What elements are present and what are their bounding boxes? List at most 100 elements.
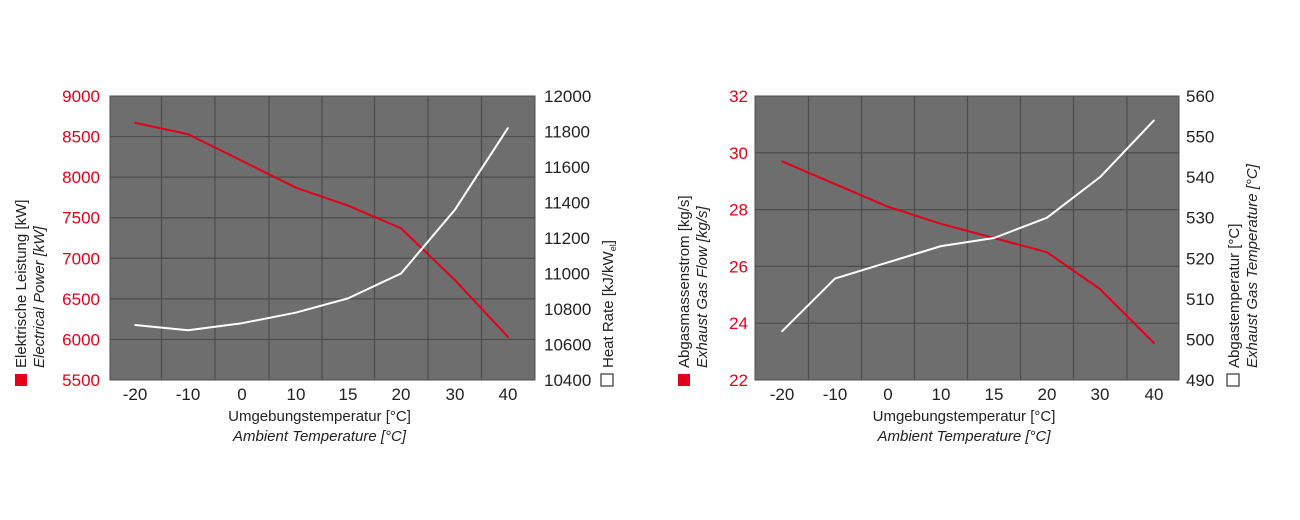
left-axis-tick-label: 26 bbox=[729, 257, 748, 276]
right-axis-label-end: ] bbox=[600, 240, 617, 244]
right-axis-label: Abgastemperatur [°C] bbox=[1226, 224, 1243, 368]
x-axis-tick-label: 30 bbox=[446, 385, 465, 404]
data-point bbox=[187, 133, 189, 135]
data-point bbox=[1046, 216, 1048, 219]
right-axis-tick-label: 490 bbox=[1186, 371, 1214, 390]
left-axis-legend: Elektrische Leistung [kW] Electrical Powe… bbox=[13, 200, 48, 386]
left-axis-tick-label: 32 bbox=[729, 87, 748, 106]
x-axis-tick-label: 0 bbox=[237, 385, 246, 404]
x-axis-tick-label: 20 bbox=[392, 385, 411, 404]
data-point bbox=[781, 160, 783, 163]
x-axis-tick-label: 0 bbox=[883, 385, 892, 404]
data-point bbox=[347, 204, 349, 207]
left-axis-tick-label: 9000 bbox=[62, 87, 100, 106]
data-point bbox=[1153, 119, 1155, 122]
right-axis-legend: Heat Rate [kJ/kWel] bbox=[600, 240, 618, 387]
right-axis-label-subscript: el bbox=[608, 244, 618, 251]
data-point bbox=[400, 227, 402, 230]
x-axis-title-english: Ambient Temperature [°C] bbox=[876, 428, 1051, 445]
right-axis-tick-label: 530 bbox=[1186, 209, 1214, 228]
x-axis-tick-label: 40 bbox=[1145, 385, 1164, 404]
plot-border bbox=[754, 95, 1180, 381]
left-axis-label: Abgasmassenstrom [kg/s] bbox=[676, 195, 693, 368]
left-axis-tick-label: 8500 bbox=[62, 128, 100, 147]
left-axis-tick-label: 22 bbox=[729, 371, 748, 390]
data-point bbox=[241, 322, 243, 325]
data-point bbox=[134, 324, 136, 326]
data-point bbox=[400, 272, 402, 275]
series-line-red bbox=[134, 121, 509, 338]
data-point bbox=[295, 311, 297, 314]
series-line-white bbox=[781, 119, 1155, 333]
right-axis-tick-label: 12000 bbox=[544, 87, 591, 106]
right-axis-tick-label: 510 bbox=[1186, 290, 1214, 309]
x-axis-tick-label: 15 bbox=[985, 385, 1004, 404]
data-point bbox=[1099, 176, 1101, 178]
right-axis-label: Heat Rate [kJ/kWel] bbox=[600, 240, 618, 368]
left-axis-tick-label: 7000 bbox=[62, 249, 100, 268]
right-axis-tick-label: 11600 bbox=[544, 158, 590, 177]
white-legend-marker bbox=[600, 373, 614, 387]
data-point bbox=[454, 279, 456, 281]
x-axis-tick-label: 40 bbox=[499, 385, 518, 404]
right-axis-tick-label: 10800 bbox=[544, 300, 591, 319]
left-axis-tick-label: 6500 bbox=[62, 290, 100, 309]
data-point bbox=[454, 208, 456, 211]
left-axis-tick-label: 24 bbox=[729, 314, 748, 333]
left-axis-tick-label: 30 bbox=[729, 144, 748, 163]
red-legend-marker bbox=[15, 374, 27, 386]
data-point bbox=[1099, 288, 1101, 290]
left-axis-tick-label: 5500 bbox=[62, 371, 100, 390]
chart-2: 22 24 26 28 30 32 490 500 510 520 530 540 550 560 -20 -… bbox=[676, 87, 1261, 445]
x-axis-tick-label: -10 bbox=[823, 385, 848, 404]
right-axis-tick-label: 550 bbox=[1186, 128, 1214, 147]
x-axis-tick-label: 10 bbox=[287, 385, 306, 404]
data-point bbox=[887, 205, 889, 208]
plot-border bbox=[109, 95, 536, 381]
left-axis-label-english: Electrical Power [kW] bbox=[31, 225, 48, 368]
data-point bbox=[1153, 342, 1155, 344]
x-axis-tick-label: 15 bbox=[339, 385, 358, 404]
data-point bbox=[781, 330, 783, 333]
white-legend-marker bbox=[1226, 373, 1240, 387]
right-axis-tick-label: 11200 bbox=[544, 229, 590, 248]
x-axis-tick-label: 10 bbox=[932, 385, 951, 404]
left-axis-label-english: Exhaust Gas Flow [kg/s] bbox=[694, 205, 711, 368]
x-axis-title: Umgebungstemperatur [°C] bbox=[873, 408, 1056, 425]
left-axis-tick-label: 8000 bbox=[62, 168, 100, 187]
left-axis-tick-label: 28 bbox=[729, 201, 748, 220]
left-axis-label: Elektrische Leistung [kW] bbox=[13, 200, 30, 368]
left-axis-tick-label: 7500 bbox=[62, 209, 100, 228]
x-axis-title: Umgebungstemperatur [°C] bbox=[228, 408, 411, 425]
x-axis-tick-label: -10 bbox=[176, 385, 201, 404]
x-axis-tick-label: -20 bbox=[770, 385, 795, 404]
series-line-white bbox=[134, 127, 509, 332]
red-legend-marker bbox=[678, 374, 690, 386]
right-axis-tick-label: 560 bbox=[1186, 87, 1214, 106]
data-point bbox=[834, 183, 836, 185]
data-point bbox=[834, 277, 836, 280]
x-axis-tick-label: 20 bbox=[1038, 385, 1057, 404]
data-point bbox=[940, 245, 942, 247]
right-axis-tick-label: 520 bbox=[1186, 249, 1214, 268]
right-axis-legend: Abgastemperatur [°C] Exhaust Gas Temperat… bbox=[1226, 163, 1261, 387]
right-axis-label-main: Heat Rate [kJ/kW bbox=[600, 250, 617, 368]
right-axis-tick-label: 500 bbox=[1186, 330, 1214, 349]
right-axis-tick-label: 540 bbox=[1186, 168, 1214, 187]
left-axis-legend: Abgasmassenstrom [kg/s] Exhaust Gas Flow … bbox=[676, 195, 711, 386]
chart-1: 5500600065007000750080008500900010400106… bbox=[13, 87, 618, 445]
data-point bbox=[507, 336, 509, 338]
x-axis-tick-label: -20 bbox=[123, 385, 148, 404]
right-axis-label-english: Exhaust Gas Temperature [°C] bbox=[1244, 163, 1261, 368]
series-line-red bbox=[781, 160, 1155, 344]
right-axis-tick-label: 10400 bbox=[544, 371, 591, 390]
x-axis-tick-label: 30 bbox=[1091, 385, 1110, 404]
data-point bbox=[507, 127, 509, 129]
data-point bbox=[241, 160, 243, 162]
right-axis-tick-label: 11400 bbox=[544, 194, 590, 213]
data-point bbox=[134, 121, 136, 124]
data-point bbox=[187, 329, 189, 332]
right-axis-tick-label: 11000 bbox=[544, 265, 590, 284]
right-axis-tick-label: 10600 bbox=[544, 336, 591, 355]
